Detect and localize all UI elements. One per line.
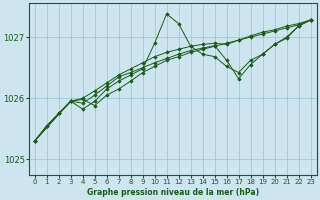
X-axis label: Graphe pression niveau de la mer (hPa): Graphe pression niveau de la mer (hPa) <box>87 188 259 197</box>
